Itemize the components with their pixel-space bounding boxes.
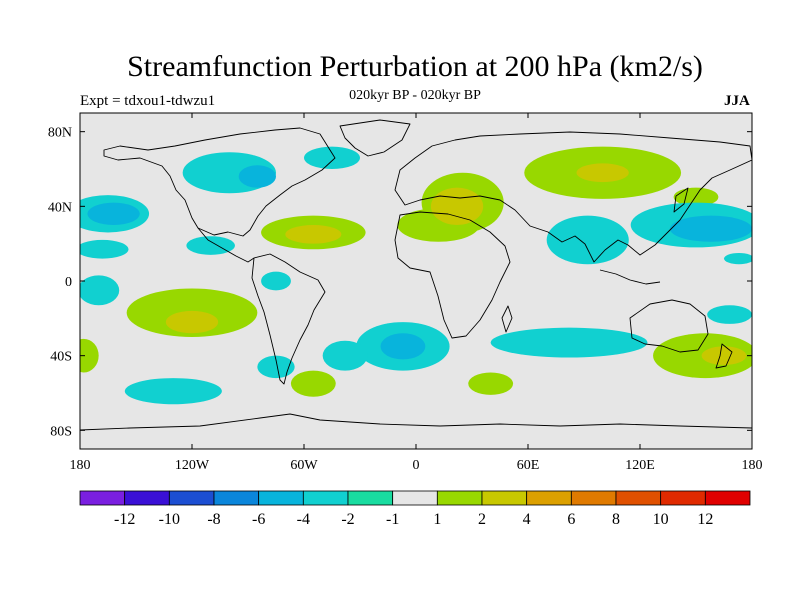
y-tick-label: 40N <box>48 200 72 215</box>
colorbar-swatch <box>168 490 215 506</box>
contour-region-30 <box>707 305 752 324</box>
contour-region-4 <box>80 239 129 259</box>
colorbar-label: 4 <box>523 511 531 528</box>
colorbar-label: -10 <box>159 511 180 528</box>
colorbar-swatch <box>526 490 572 506</box>
coast-antarctica <box>80 413 752 431</box>
coast-madagascar <box>501 305 513 333</box>
contour-region-8 <box>285 225 342 244</box>
colorbar-swatch <box>258 490 304 506</box>
x-tick-label: 120E <box>625 458 655 473</box>
coast-eurasia <box>394 131 752 263</box>
contour-region-6 <box>304 146 360 169</box>
colorbar-label: -1 <box>386 511 399 528</box>
colorbar-label: -12 <box>114 511 135 528</box>
colorbar-label: 1 <box>433 511 441 528</box>
contour-region-33 <box>257 355 295 379</box>
colorbar: -12 -10 -8 -6 -4 -2 -1 1 2 4 6 8 10 12 <box>79 490 751 528</box>
x-tick-label: 60W <box>290 458 318 473</box>
x-tick-label: 120W <box>175 458 210 473</box>
x-tick-label: 0 <box>413 458 420 473</box>
contour-region-31 <box>80 338 99 373</box>
coast-new-zealand <box>715 343 733 369</box>
colorbar-swatch <box>570 490 617 506</box>
contour-fill-layer <box>80 146 752 405</box>
colorbar-label: 8 <box>612 511 620 528</box>
coast-south-america <box>251 253 326 385</box>
colorbar-swatch <box>481 490 528 506</box>
contour-region-22 <box>165 310 219 334</box>
contour-region-24 <box>380 333 426 360</box>
experiment-label: Expt = tdxou1-tdwzu1 <box>80 93 216 109</box>
colorbar-swatch <box>615 490 662 506</box>
coast-japan <box>673 187 689 213</box>
coast-africa <box>394 211 511 339</box>
contour-region-32 <box>124 378 222 405</box>
x-tick-label: 180 <box>742 458 763 473</box>
contour-region-18 <box>724 253 752 265</box>
coast-north-america <box>103 127 336 237</box>
y-tick-label: 80N <box>48 126 72 141</box>
contour-region-26 <box>490 327 648 358</box>
contour-region-5 <box>186 236 235 255</box>
contour-region-29 <box>701 346 747 365</box>
contour-region-34 <box>290 370 336 397</box>
colorbar-swatch <box>213 490 260 506</box>
y-tick-label: 80S <box>50 424 72 439</box>
y-tick-label: 0 <box>65 275 72 290</box>
colorbar-label: -8 <box>207 511 220 528</box>
coast-indonesia <box>599 269 661 285</box>
colorbar-label: 2 <box>478 511 486 528</box>
map-title: Streamfunction Perturbation at 200 hPa (… <box>127 50 703 83</box>
contour-region-25 <box>322 340 368 371</box>
coast-australia <box>629 299 709 353</box>
contour-region-19 <box>80 275 120 306</box>
colorbar-label: -2 <box>341 511 354 528</box>
coast-greenland <box>339 119 411 157</box>
contour-region-27 <box>468 372 514 395</box>
colorbar-swatch <box>660 490 706 506</box>
season-label: JJA <box>724 93 750 109</box>
x-tick-label: 180 <box>70 458 91 473</box>
contour-region-11 <box>430 187 484 225</box>
colorbar-swatch <box>124 490 170 506</box>
contour-region-1 <box>238 165 276 188</box>
contour-region-20 <box>261 271 291 291</box>
colorbar-label: 12 <box>697 511 713 528</box>
colorbar-swatch <box>79 490 126 506</box>
contour-region-3 <box>87 202 140 225</box>
y-tick-label: 40S <box>50 350 72 365</box>
map-subtitle: 020kyr BP - 020kyr BP <box>349 88 481 103</box>
contour-region-13 <box>576 163 629 183</box>
contour-region-17 <box>669 215 752 242</box>
axis-ticks: 180 120W 60W 0 60E 120E 180 80N 40N 0 40S 80S <box>48 113 763 473</box>
colorbar-swatch <box>347 490 394 506</box>
contour-region-15 <box>546 215 629 265</box>
colorbar-label: 10 <box>653 511 669 528</box>
colorbar-swatch <box>436 490 483 506</box>
coastlines <box>80 119 752 431</box>
colorbar-label: 6 <box>567 511 575 528</box>
colorbar-label: -6 <box>252 511 265 528</box>
colorbar-swatch <box>302 490 349 506</box>
colorbar-swatch <box>704 490 751 506</box>
colorbar-label: -4 <box>297 511 310 528</box>
x-tick-label: 60E <box>517 458 540 473</box>
coast-central-america <box>197 227 255 263</box>
colorbar-swatch <box>392 490 438 506</box>
